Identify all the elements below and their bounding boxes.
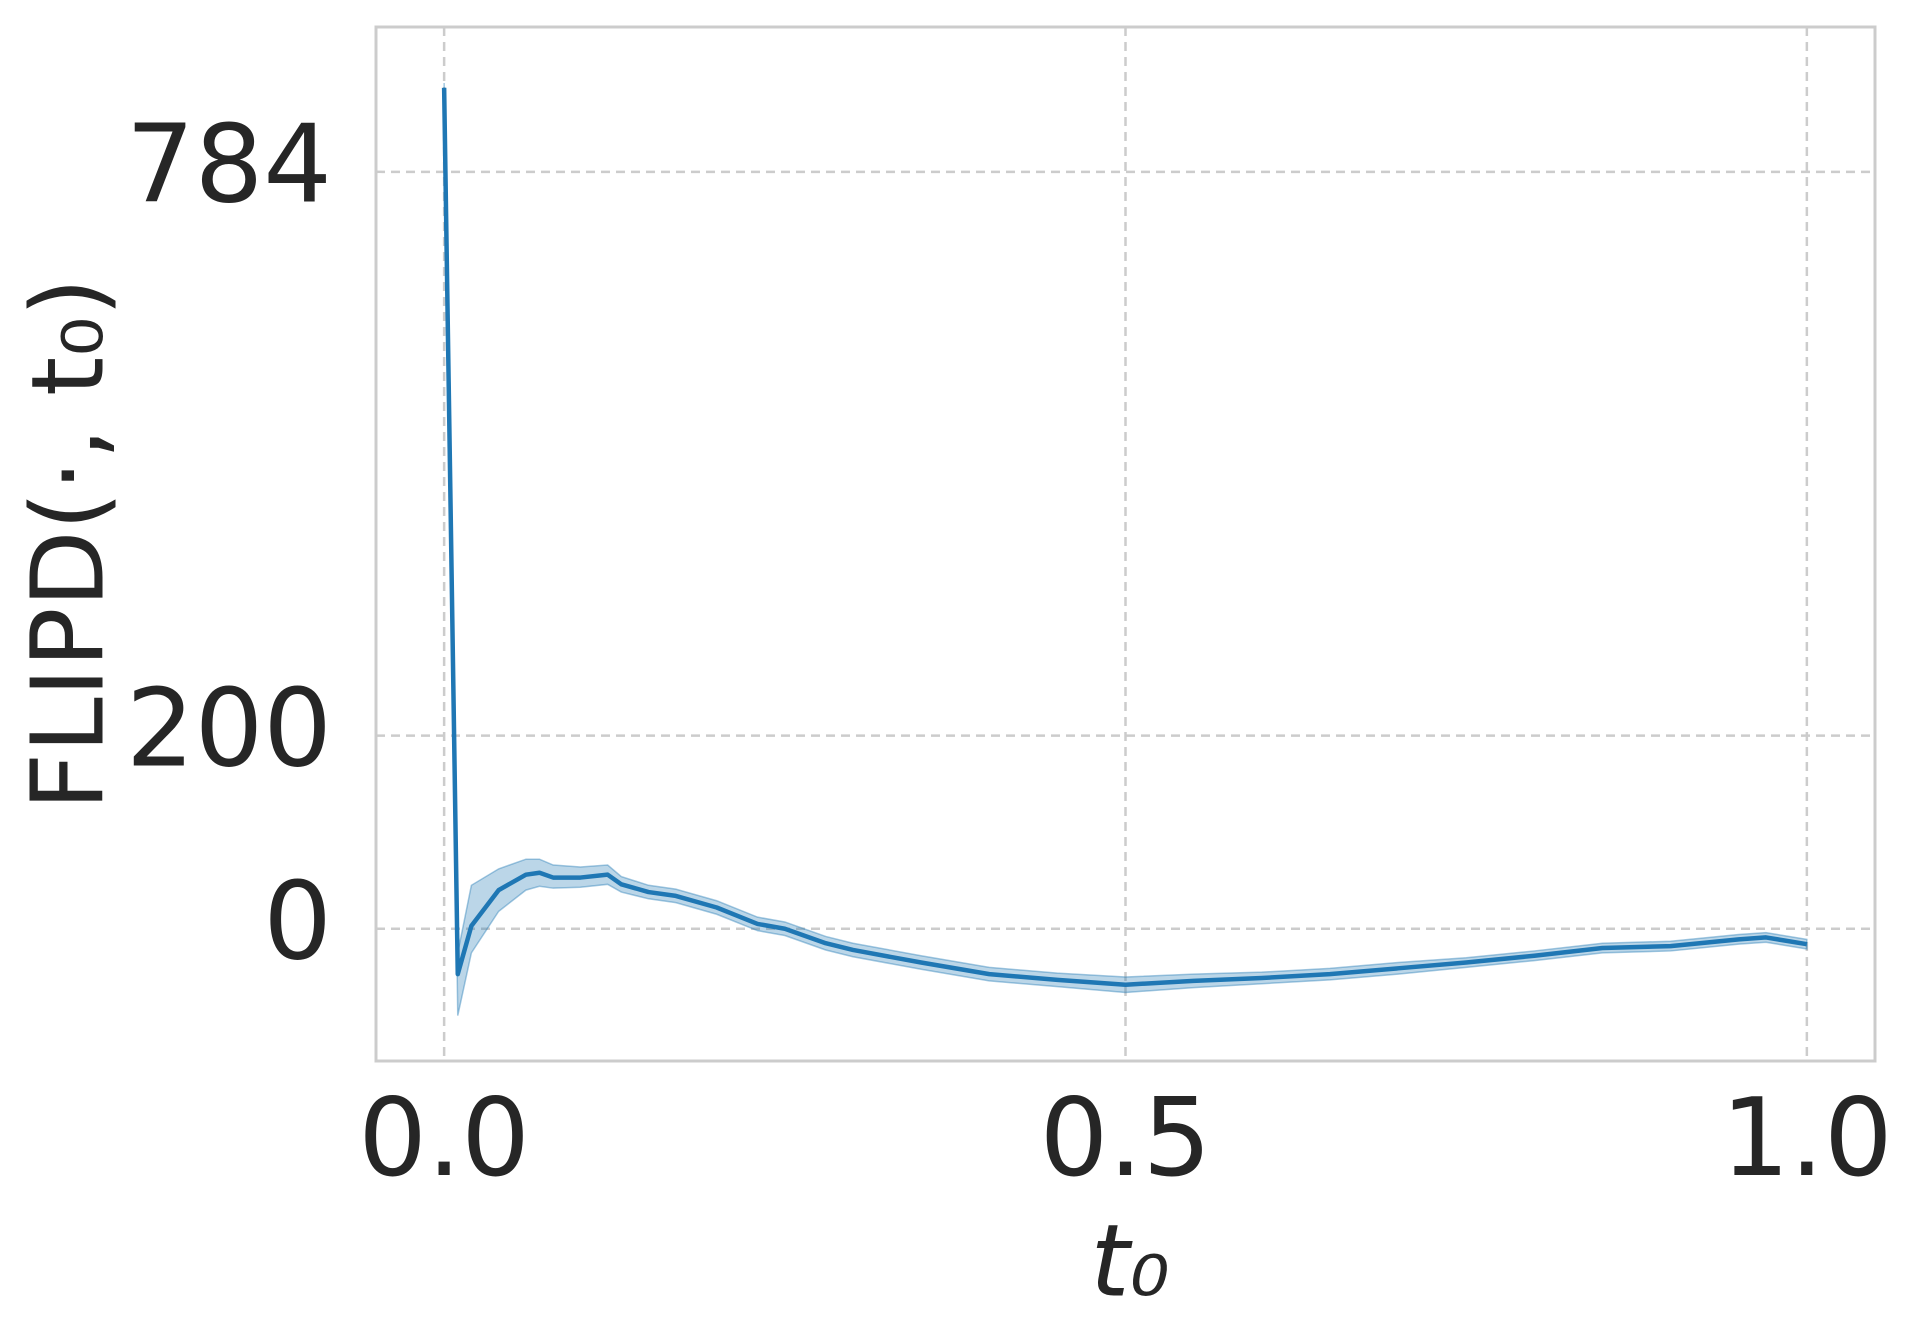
x-tick-label: 1.0 (1721, 1076, 1893, 1201)
plot-frame (374, 25, 1877, 1063)
x-tick-label: 0.0 (358, 1076, 530, 1201)
y-tick-label: 200 (126, 666, 332, 791)
x-tick-label: 0.5 (1040, 1076, 1212, 1201)
y-axis-label: FLIPD(·, t₀) (9, 278, 126, 811)
line (441, 87, 1808, 987)
x-axis-label: t₀ (1090, 1202, 1169, 1319)
y-tick-label: 784 (126, 103, 332, 228)
y-tick-label: 0 (263, 860, 332, 985)
confidence-band (443, 82, 1808, 1016)
